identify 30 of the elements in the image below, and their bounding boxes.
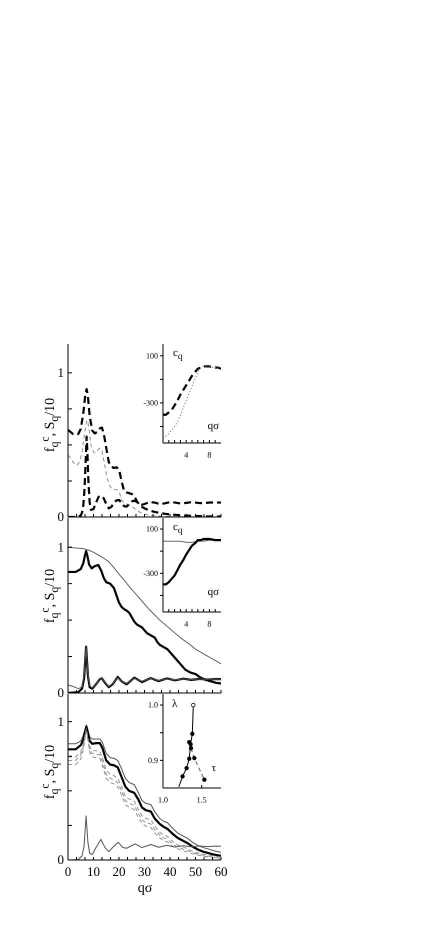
x-tick-label: 4 bbox=[184, 620, 188, 629]
x-tick-label: 50 bbox=[189, 864, 202, 880]
y-tick-label: 0 bbox=[58, 685, 64, 700]
x-tick-label: 8 bbox=[207, 620, 212, 629]
y-tick-label: 100 bbox=[146, 351, 158, 360]
y-tick-label: -300 bbox=[143, 568, 158, 578]
x-tick-label: 40 bbox=[164, 864, 176, 880]
x-axis-title: qσ bbox=[208, 420, 219, 432]
y-tick-label: 0.9 bbox=[148, 756, 158, 765]
y-axis-title: c$_{q}$ bbox=[173, 521, 182, 536]
y-tick-label: 0 bbox=[58, 509, 64, 524]
y-tick-label: 1 bbox=[58, 714, 64, 729]
y-tick-label: 100 bbox=[146, 524, 158, 534]
x-tick-label: 10 bbox=[87, 864, 100, 880]
y-tick-label: 1.0 bbox=[148, 700, 158, 710]
x-axis-title: qσ bbox=[138, 881, 152, 896]
x-tick-label: 30 bbox=[138, 864, 151, 880]
y-axis-title: λ bbox=[172, 698, 178, 710]
x-axis-title: τ bbox=[212, 762, 216, 774]
x-tick-label: 60 bbox=[214, 864, 228, 880]
x-axis-title: qσ bbox=[208, 586, 219, 598]
x-tick-label: 20 bbox=[112, 864, 126, 880]
x-tick-label: 4 bbox=[184, 450, 188, 460]
x-tick-label: 1.5 bbox=[196, 796, 207, 805]
y-tick-label: -300 bbox=[143, 398, 158, 408]
y-tick-label: 1 bbox=[58, 539, 64, 554]
y-tick-label: 1 bbox=[58, 364, 64, 380]
y-axis-title: c$_{q}$ bbox=[173, 347, 182, 362]
y-tick-label: 0 bbox=[58, 852, 64, 868]
x-tick-label: 8 bbox=[207, 450, 212, 460]
